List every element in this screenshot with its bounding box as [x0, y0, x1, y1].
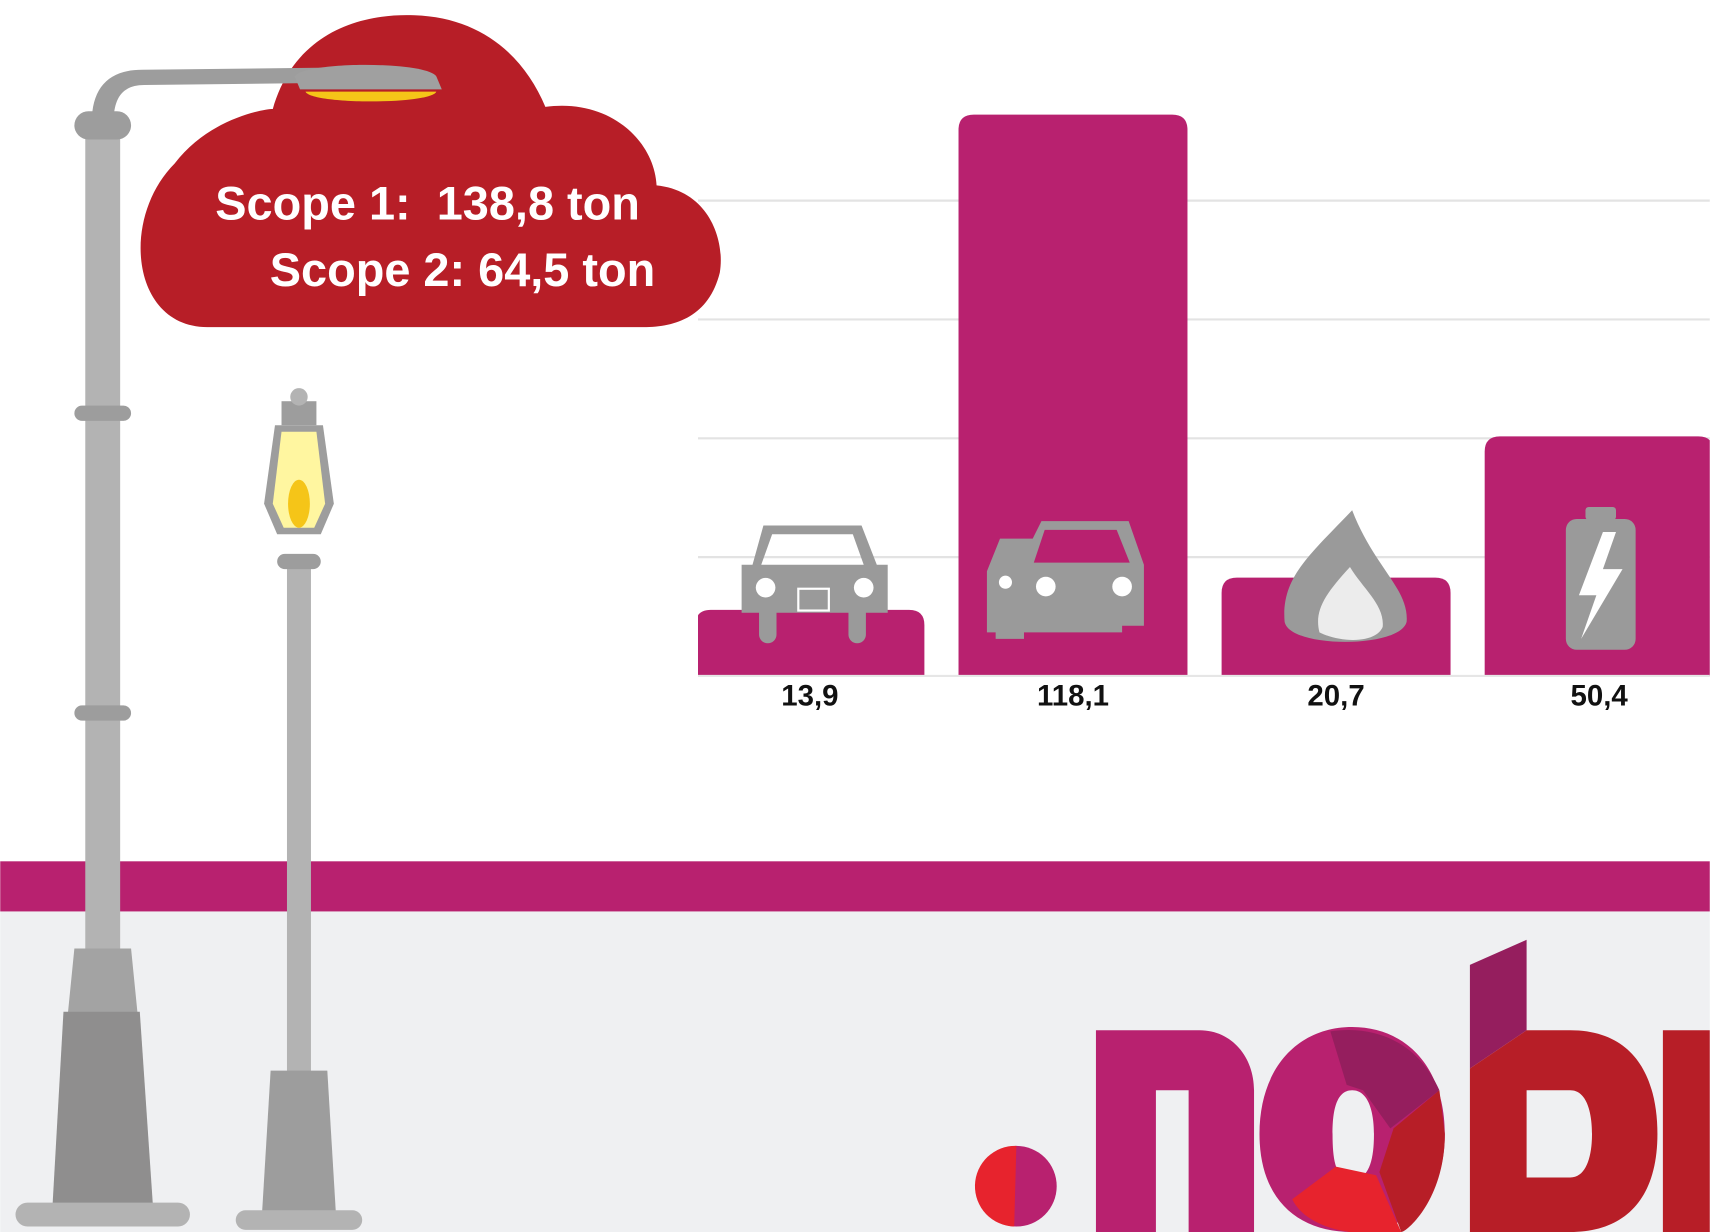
lantern-cap — [281, 401, 317, 426]
bolt — [1578, 532, 1623, 639]
logo-b-part — [1469, 939, 1527, 1069]
car-light — [998, 575, 1012, 589]
battery-tip — [1585, 506, 1617, 521]
logo-dot-part — [974, 1145, 1017, 1227]
bars — [698, 114, 1710, 676]
briefcase — [797, 587, 830, 612]
value-label: 20,7 — [1307, 680, 1364, 713]
value-label: 13,9 — [781, 680, 838, 713]
logo-o-part — [1292, 1166, 1402, 1232]
stripe — [0, 861, 1710, 912]
lamp-pole — [286, 561, 311, 1074]
car-light — [853, 577, 874, 598]
lamp-head — [294, 64, 442, 90]
lamp-foot — [15, 1202, 190, 1227]
value-label: 50,4 — [1571, 680, 1629, 713]
logo-n — [1095, 1030, 1255, 1232]
lamp-joint — [74, 111, 132, 140]
lamp-base — [67, 948, 138, 1014]
lamp-light — [305, 91, 437, 102]
lamp-pole — [85, 119, 121, 960]
scope-1: Scope 1: 138,8 ton — [215, 178, 640, 230]
logo — [974, 939, 1710, 1232]
car-light — [755, 577, 776, 598]
icons — [741, 506, 1636, 650]
lamp-ring — [74, 705, 132, 721]
lantern-glass — [272, 431, 326, 528]
cloud — [140, 15, 721, 328]
lamp-ring — [74, 405, 132, 421]
lamp-ring — [277, 553, 321, 570]
scope-2: Scope 2: 64,5 ton — [270, 244, 656, 296]
bar — [698, 609, 925, 676]
logo-o-part — [1330, 1030, 1440, 1129]
flame-inner — [1318, 566, 1383, 640]
cars-icon — [986, 521, 1144, 639]
logo-o-part — [1379, 1090, 1445, 1232]
logo-b — [1469, 1030, 1658, 1232]
big-lamp — [15, 64, 442, 1227]
small-lamp — [235, 388, 363, 1230]
car-icon — [741, 525, 888, 644]
lamp-foot — [235, 1210, 363, 1230]
lamp-base — [261, 1070, 337, 1216]
flame — [288, 479, 310, 528]
car-light — [1035, 576, 1056, 597]
lamp-base — [52, 1011, 153, 1205]
lamp-arm — [91, 67, 328, 123]
value-label: 118,1 — [1037, 680, 1109, 713]
footer-band — [0, 911, 1710, 1232]
car-light — [1112, 576, 1132, 597]
lantern-top — [290, 388, 308, 406]
logo-i — [1662, 1030, 1710, 1232]
